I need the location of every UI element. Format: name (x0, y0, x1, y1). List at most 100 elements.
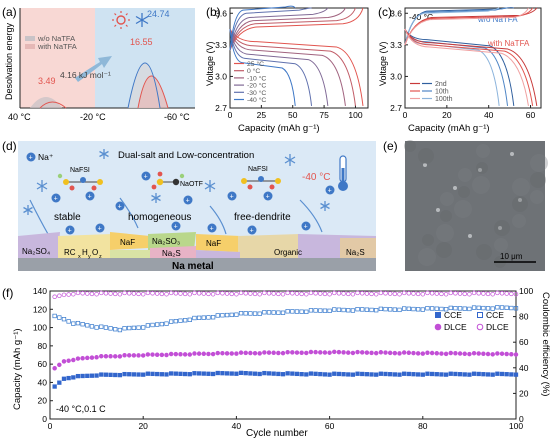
na-ion-icon: + (325, 185, 335, 195)
dlce-capacity-point (387, 350, 393, 356)
x-tick-label: 60 (325, 421, 335, 431)
dlce-capacity-point (52, 366, 57, 371)
dlce-capacity-point (411, 350, 416, 356)
cce-capacity-point (280, 372, 286, 377)
dlce-capacity-point (131, 353, 137, 358)
cce-efficiency-point (131, 325, 137, 331)
y2-tick-label: 0 (519, 414, 524, 424)
cce-capacity-point (294, 371, 300, 377)
cce-capacity-point (159, 372, 164, 377)
dlce-capacity-point (443, 351, 449, 357)
dlce-efficiency-point (210, 291, 216, 297)
sem-texture (404, 140, 416, 152)
dlce-efficiency-point (280, 291, 286, 297)
cce-capacity-point (248, 371, 253, 376)
cce-capacity-point (346, 372, 351, 377)
cce-efficiency-point (457, 306, 463, 311)
cce-efficiency-point (243, 311, 248, 316)
x-tick-label: 60 (526, 110, 536, 120)
dlce-capacity-point (415, 351, 421, 356)
x-tick-label: 40 (232, 421, 242, 431)
legend-marker (434, 323, 442, 331)
dlce-efficiency-point (112, 291, 118, 297)
dlce-efficiency-point (173, 290, 179, 296)
annotation-4-16: 4.16 kJ mol⁻¹ (60, 70, 111, 80)
scheme-title: Dual-salt and Low-concentration (118, 150, 254, 161)
dlce-capacity-point (140, 353, 146, 358)
x-tick-label: 0 (48, 421, 53, 431)
legend-label: -20 °C (247, 82, 266, 90)
dlce-efficiency-point (420, 291, 426, 297)
svg-text:+: + (230, 194, 234, 201)
cce-efficiency-point (467, 306, 472, 312)
dlce-efficiency-point (145, 290, 151, 296)
charge-curve (404, 7, 529, 46)
legend-marker (476, 323, 484, 331)
scheme-temperature: -40 °C (302, 172, 330, 183)
na-ion-icon: + (65, 225, 75, 235)
sem-texture (494, 220, 510, 236)
dlce-capacity-point (168, 351, 174, 357)
na-ion-icon: + (227, 191, 237, 201)
dlce-capacity-point (429, 350, 435, 356)
dlce-efficiency-point (499, 290, 505, 296)
cce-capacity-point (318, 371, 323, 377)
sem-texture (476, 162, 488, 174)
panel-c-ylabel: Voltage (V) (378, 41, 388, 86)
salt-nafsi-1: NaFSI (70, 167, 90, 174)
cce-capacity-point (243, 370, 248, 376)
cce-efficiency-point (178, 318, 183, 323)
dlce-efficiency-point (336, 290, 342, 296)
cce-capacity-point (434, 372, 439, 377)
dlce-capacity-point (173, 351, 179, 357)
snowflake-icon (36, 180, 48, 192)
cce-efficiency-point (192, 315, 197, 321)
cce-efficiency-point (173, 318, 178, 324)
cce-efficiency-point (66, 319, 71, 324)
cce-efficiency-point (453, 306, 458, 311)
dlce-efficiency-point (313, 290, 318, 296)
dlce-efficiency-point (383, 290, 388, 296)
cce-efficiency-point (513, 306, 519, 311)
dlce-efficiency-point (201, 291, 207, 296)
cce-efficiency-point (434, 306, 439, 311)
dlce-efficiency-point (215, 290, 221, 296)
dlce-capacity-point (122, 353, 127, 358)
legend-label: 25 °C (247, 60, 264, 68)
cce-efficiency-point (182, 318, 188, 323)
sem-texture (472, 176, 490, 194)
annotation-3-49: 3.49 (38, 76, 56, 86)
sem-particle (478, 168, 482, 172)
discharge-curve (404, 28, 529, 106)
cce-efficiency-point (75, 320, 81, 326)
sem-texture (422, 234, 434, 246)
y-tick-label: 0 (42, 414, 47, 424)
cce-capacity-point (145, 371, 151, 376)
cce-capacity-point (322, 372, 328, 377)
dlce-capacity-point (215, 350, 221, 356)
cce-efficiency-point (187, 317, 192, 322)
cce-efficiency-point (169, 319, 174, 324)
y-tick-label: 3.6 (390, 8, 402, 18)
cce-efficiency-point (266, 310, 272, 315)
dlce-capacity-point (332, 349, 337, 355)
dlce-efficiency-point (57, 293, 62, 299)
cce-efficiency-point (262, 310, 267, 315)
cce-capacity-point (229, 371, 234, 376)
svg-text:+: + (210, 226, 214, 233)
cce-efficiency-point (271, 310, 276, 315)
cce-efficiency-point (374, 308, 379, 313)
cce-efficiency-point (476, 305, 481, 310)
cce-efficiency-point (490, 306, 495, 311)
dlce-capacity-point (182, 352, 188, 357)
peak-40C-red (39, 101, 67, 109)
discharge-curve (404, 28, 538, 106)
sem-texture (512, 214, 526, 228)
cce-efficiency-point (471, 305, 477, 310)
cce-capacity-point (299, 372, 304, 377)
cce-efficiency-point (248, 311, 253, 316)
snowflake-icon (151, 193, 161, 203)
dlce-capacity-point (85, 355, 90, 361)
dlce-capacity-point (355, 349, 360, 355)
dlce-efficiency-point (462, 291, 467, 297)
